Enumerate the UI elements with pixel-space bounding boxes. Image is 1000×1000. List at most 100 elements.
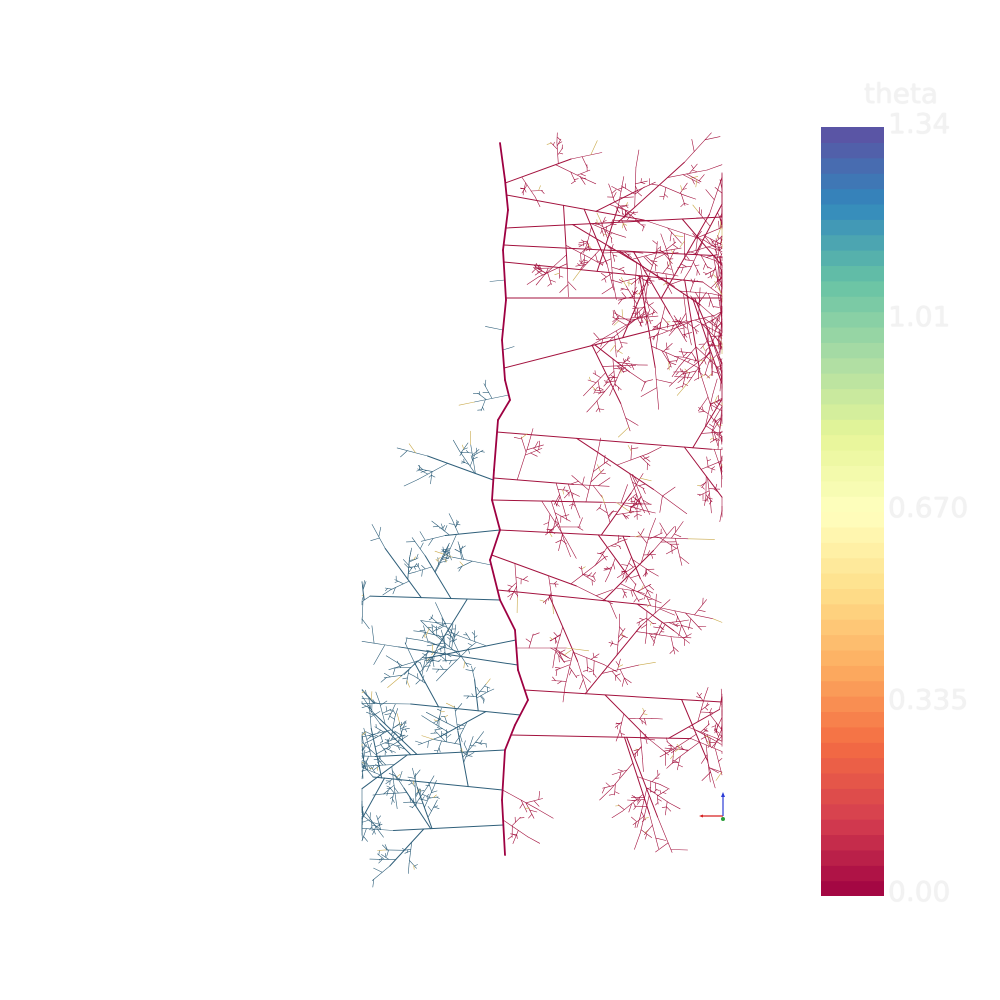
lateral-root-segment	[642, 487, 646, 494]
lateral-root-segment	[439, 711, 487, 738]
lateral-root-segment	[633, 514, 638, 518]
lateral-root-segment	[581, 566, 586, 570]
lateral-root-segment	[636, 799, 642, 805]
lateral-root-segment	[634, 167, 637, 208]
lateral-root-segment	[563, 660, 571, 662]
lateral-root-segment	[454, 549, 462, 553]
lateral-root-segment	[713, 254, 717, 259]
lateral-root-segment	[711, 725, 717, 728]
lateral-root-segment	[653, 626, 660, 629]
lateral-root-segment	[421, 715, 431, 722]
lateral-root-segment	[435, 559, 439, 562]
lateral-root-segment	[433, 805, 439, 808]
lateral-root-segment	[648, 585, 655, 591]
lateral-root-segment	[407, 863, 410, 874]
lateral-root-segment	[622, 636, 628, 638]
lateral-root-segment	[404, 850, 412, 854]
lateral-root-segment	[389, 796, 394, 799]
lateral-root-segment	[516, 833, 518, 839]
lateral-root-segment	[435, 668, 440, 673]
colorbar-band	[821, 496, 884, 513]
lateral-root-segment	[412, 781, 415, 785]
lateral-root-segment	[692, 204, 699, 212]
lateral-root-segment	[668, 745, 673, 747]
lateral-root-segment	[678, 351, 692, 354]
lateral-root-segment	[508, 588, 511, 593]
lateral-root-segment	[581, 565, 583, 576]
lateral-root-segment	[462, 447, 468, 450]
lateral-root-segment	[673, 636, 692, 639]
lateral-root-segment	[668, 360, 677, 362]
lateral-root-segment	[596, 206, 619, 272]
lateral-root-segment	[704, 735, 711, 738]
lateral-root-segment	[622, 571, 626, 579]
lateral-root-segment	[415, 679, 421, 685]
lateral-root-segment	[583, 254, 585, 268]
lateral-root-segment	[663, 749, 672, 752]
lateral-root-segment	[611, 670, 622, 682]
lateral-root-segment	[575, 674, 580, 677]
lateral-root-segment	[614, 783, 616, 796]
lateral-root-segment	[474, 635, 478, 638]
lateral-root-segment	[687, 250, 723, 264]
lateral-root-segment	[647, 532, 663, 540]
lateral-root-segment	[575, 507, 581, 519]
lateral-root-segment	[618, 628, 626, 638]
lateral-root-segment	[392, 709, 396, 715]
lateral-root-segment	[639, 729, 643, 760]
lateral-root-segment	[557, 680, 563, 685]
lateral-root-segment	[372, 793, 384, 796]
lateral-root-segment	[635, 500, 638, 506]
lateral-root-segment	[580, 264, 584, 270]
lateral-root-segment	[663, 343, 673, 352]
lateral-root-segment	[368, 705, 372, 729]
lateral-root-segment	[683, 194, 697, 200]
lateral-root-segment	[691, 351, 698, 362]
lateral-root-segment	[659, 625, 665, 631]
lateral-root-segment	[596, 400, 601, 413]
lateral-root-segment	[601, 272, 613, 281]
lateral-root-segment	[427, 640, 436, 645]
lateral-root-segment	[625, 515, 630, 517]
lateral-root-segment	[716, 269, 723, 283]
lateral-root-segment	[596, 437, 602, 459]
lateral-root-segment	[525, 802, 535, 819]
lateral-root-segment	[683, 132, 712, 163]
lateral-root-segment	[458, 565, 463, 572]
lateral-root-segment	[438, 747, 441, 753]
lateral-root-segment	[581, 258, 585, 264]
lateral-root-segment	[683, 383, 689, 386]
lateral-root-segment	[713, 311, 722, 326]
lateral-root-segment	[534, 271, 540, 276]
lateral-root-segment	[706, 266, 712, 270]
lateral-root-segment	[620, 277, 627, 287]
lateral-root-segment	[686, 357, 700, 362]
lateral-root-segment	[642, 707, 645, 713]
lateral-root-segment	[573, 178, 579, 180]
orientation-axes-widget[interactable]	[698, 790, 728, 822]
lateral-root-segment	[503, 330, 650, 369]
lateral-root-segment	[599, 788, 612, 801]
lateral-root-segment	[625, 417, 639, 426]
lateral-root-segment	[608, 183, 612, 190]
lateral-root-segment	[646, 311, 656, 316]
lateral-root-segment	[571, 493, 574, 498]
colorbar-band	[821, 542, 884, 559]
lateral-root-segment	[407, 776, 416, 779]
lateral-root-segment	[680, 202, 685, 207]
lateral-root-segment	[621, 220, 627, 231]
lateral-root-segment	[644, 510, 656, 514]
lateral-root-segment	[699, 304, 723, 325]
lateral-root-segment	[674, 235, 684, 237]
lateral-root-segment	[581, 673, 592, 683]
lateral-root-segment	[414, 563, 418, 568]
lateral-root-segment	[427, 806, 432, 812]
lateral-root-segment	[670, 325, 675, 333]
lateral-root-segment	[393, 666, 412, 669]
lateral-root-segment	[670, 748, 677, 754]
lateral-root-segment	[611, 186, 622, 192]
lateral-root-segment	[712, 273, 717, 279]
lateral-root-segment	[610, 643, 613, 647]
lateral-root-segment	[512, 830, 519, 844]
